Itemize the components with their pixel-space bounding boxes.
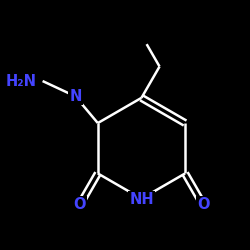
Text: NH: NH bbox=[129, 192, 154, 207]
Text: O: O bbox=[197, 197, 209, 212]
Text: O: O bbox=[74, 197, 86, 212]
Text: H₂N: H₂N bbox=[5, 74, 36, 88]
Text: N: N bbox=[69, 89, 82, 104]
